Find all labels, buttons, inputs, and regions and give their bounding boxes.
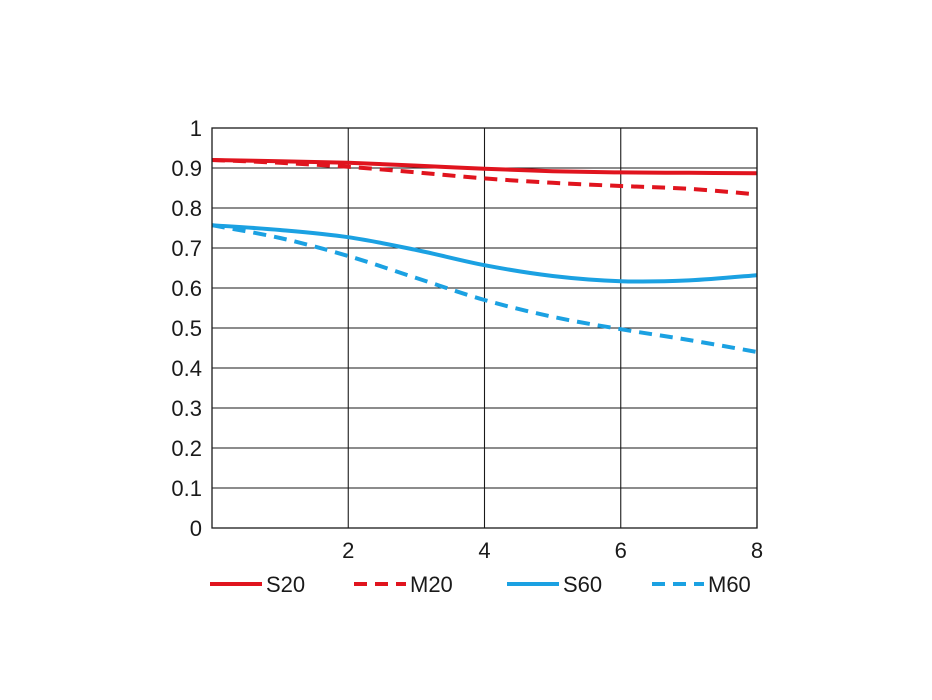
series-line-m20 (211, 158, 758, 197)
x-tick-label: 8 (751, 538, 763, 563)
x-tick-label: 6 (615, 538, 627, 563)
y-tick-label: 0.6 (171, 276, 202, 301)
y-tick-label: 0 (190, 516, 202, 541)
x-tick-label: 4 (478, 538, 490, 563)
y-tick-label: 0.9 (171, 156, 202, 181)
y-tick-label: 0.3 (171, 396, 202, 421)
plot-frame (211, 127, 758, 529)
x-tick-label: 2 (342, 538, 354, 563)
y-axis-ticks: 0 0.1 0.2 0.3 0.4 0.5 0.6 0.7 0.8 0.9 1 (171, 116, 202, 541)
series-line-s60 (211, 223, 758, 284)
y-tick-label: 1 (190, 116, 202, 141)
y-tick-label: 0.8 (171, 196, 202, 221)
y-tick-label: 0.5 (171, 316, 202, 341)
series-line-s20 (211, 158, 758, 176)
series-line-m60 (211, 223, 758, 354)
y-tick-label: 0.4 (171, 356, 202, 381)
y-tick-label: 0.1 (171, 476, 202, 501)
legend-label-m60: M60 (708, 572, 751, 597)
legend: S20 M20 S60 M60 (210, 572, 751, 597)
y-tick-label: 0.7 (171, 236, 202, 261)
x-axis-ticks: 2 4 6 8 (342, 538, 763, 563)
legend-label-s20: S20 (266, 572, 305, 597)
series-lines (211, 158, 758, 354)
y-tick-label: 0.2 (171, 436, 202, 461)
legend-label-m20: M20 (410, 572, 453, 597)
legend-label-s60: S60 (563, 572, 602, 597)
